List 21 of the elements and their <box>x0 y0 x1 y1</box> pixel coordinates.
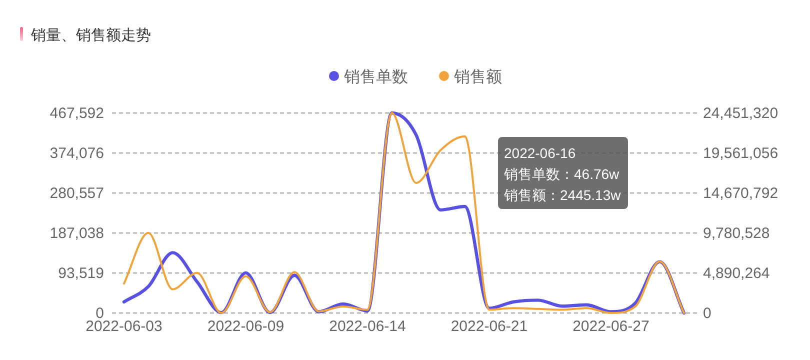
y2-tick-label: 4,890,264 <box>703 265 770 282</box>
annotation: 2022-06-16 <box>504 145 576 161</box>
x-tick-label: 2022-06-21 <box>450 318 528 335</box>
y-tick-label: 187,038 <box>50 225 104 242</box>
y-tick-label: 280,557 <box>50 185 104 202</box>
y2-tick-label: 9,780,528 <box>703 225 770 242</box>
x-tick-label: 2022-06-09 <box>207 318 284 335</box>
y2-tick-label: 0 <box>703 305 712 322</box>
annotation: 销售单数：46.76w <box>503 166 620 182</box>
chart-title: 销量、销售额走势 <box>30 27 151 44</box>
annotation: 销售额：2445.13w <box>503 187 622 203</box>
legend-label: 销售额 <box>453 68 502 86</box>
y-tick-label: 93,519 <box>58 265 104 282</box>
y2-tick-label: 19,561,056 <box>703 145 778 162</box>
y-tick-label: 467,592 <box>50 105 104 122</box>
x-tick-label: 2022-06-14 <box>329 318 406 335</box>
y2-tick-label: 14,670,792 <box>703 185 778 202</box>
y2-tick-label: 24,451,320 <box>703 105 778 122</box>
y-tick-label: 374,076 <box>50 145 104 162</box>
x-tick-label: 2022-06-27 <box>572 318 650 335</box>
legend-label: 销售单数 <box>343 68 408 86</box>
